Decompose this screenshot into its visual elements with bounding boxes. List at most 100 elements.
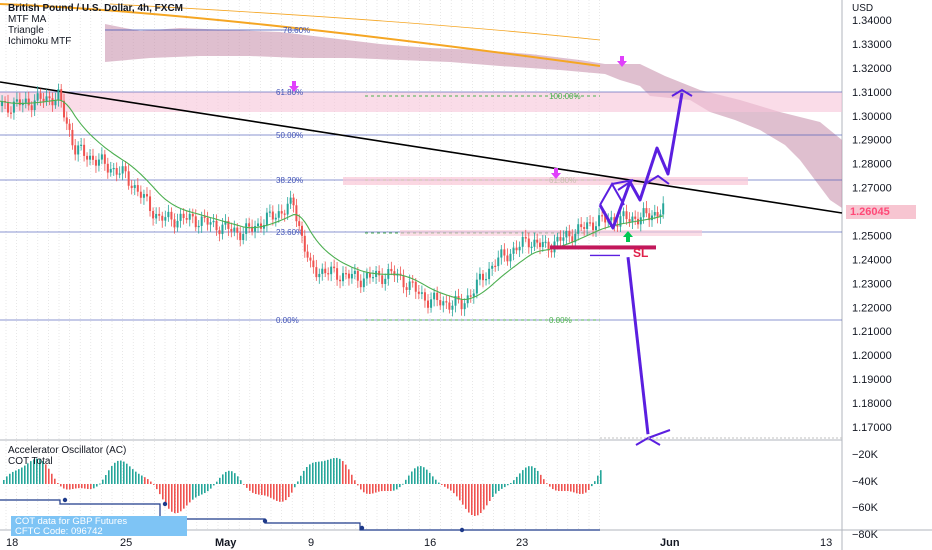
legend-indicator[interactable]: Triangle <box>8 25 44 36</box>
candle-body <box>544 241 547 243</box>
oscillator-bar <box>132 469 134 484</box>
oscillator-bar <box>558 484 560 492</box>
oscillator-bar <box>522 470 524 484</box>
oscillator-bar <box>324 460 326 484</box>
price-tick-label: 1.20000 <box>852 350 892 362</box>
oscillator-bar <box>300 475 302 484</box>
oscillator-bar <box>12 471 14 484</box>
oscillator-bar <box>102 479 104 484</box>
oscillator-bar <box>507 484 509 486</box>
oscillator-bar <box>108 470 110 484</box>
candle-body <box>268 211 271 213</box>
candle-body <box>12 101 15 113</box>
candle-body <box>547 241 550 251</box>
oscillator-bar <box>330 458 332 484</box>
candle-body <box>15 99 18 102</box>
oscillator-bar <box>123 461 125 484</box>
candle-body <box>57 89 60 100</box>
stop-loss-label: SL <box>633 246 649 260</box>
candle-body <box>145 194 148 197</box>
candle-body <box>327 273 330 275</box>
candle-body <box>209 222 212 225</box>
time-tick-label: 18 <box>6 537 18 549</box>
legend-indicator[interactable]: Ichimoku MTF <box>8 36 72 47</box>
candle-body <box>94 159 97 166</box>
oscillator-bar <box>411 471 413 484</box>
oscillator-bar <box>378 484 380 492</box>
fib-level-label: 50.00% <box>276 131 303 140</box>
oscillator-bar <box>471 484 473 516</box>
oscillator-bar <box>147 479 149 484</box>
oscillator-bar <box>408 475 410 484</box>
oscillator-bar <box>30 461 32 484</box>
candle-body <box>112 167 115 170</box>
candle-body <box>589 222 592 224</box>
candle-body <box>533 239 536 247</box>
fib-level-label: 38.20% <box>276 176 303 185</box>
candle-body <box>103 154 106 164</box>
currency-label: USD <box>852 3 874 14</box>
candle-body <box>33 100 36 111</box>
candle-body <box>521 236 524 247</box>
candle-body <box>622 211 625 217</box>
oscillator-title[interactable]: Accelerator Oscillator (AC) <box>8 445 127 456</box>
oscillator-bar <box>60 484 62 487</box>
ichimoku-cloud <box>105 24 842 208</box>
candle-body <box>448 302 451 310</box>
oscillator-bar <box>495 484 497 494</box>
candle-body <box>197 225 200 228</box>
oscillator-bar <box>66 484 68 490</box>
candle-body <box>353 270 356 274</box>
oscillator-bar <box>225 471 227 484</box>
candle-body <box>336 268 339 280</box>
candle-body <box>248 223 251 227</box>
fib-level-label: 0.00% <box>276 316 299 325</box>
candle-body <box>315 267 318 278</box>
candle-body <box>384 278 387 284</box>
candle-body <box>280 211 283 214</box>
oscillator-bar <box>531 466 533 484</box>
candle-body <box>142 194 145 198</box>
candle-body <box>550 250 553 253</box>
cot-point <box>162 501 168 507</box>
oscillator-bar <box>420 466 422 484</box>
legend-indicator[interactable]: MTF MA <box>8 14 47 25</box>
candle-body <box>161 215 164 221</box>
candle-body <box>506 255 509 262</box>
current-price-tag: 1.26045 <box>846 205 916 219</box>
candle-body <box>463 303 466 310</box>
signal-arrow-down <box>551 173 561 179</box>
candle-body <box>277 211 280 218</box>
oscillator-bar <box>504 484 506 488</box>
oscillator-bar <box>222 474 224 484</box>
oscillator-bar <box>375 484 377 493</box>
candle-body <box>595 226 597 231</box>
candle-body <box>527 238 530 248</box>
candle-body <box>97 159 100 166</box>
candle-body <box>227 220 230 229</box>
oscillator-bar <box>3 480 5 484</box>
oscillator-bar <box>168 484 170 509</box>
oscillator-bar <box>594 481 596 484</box>
oscillator-bar <box>279 484 281 502</box>
projection-wedge <box>611 179 634 191</box>
oscillator-bar <box>183 484 185 509</box>
oscillator-bar <box>36 458 38 484</box>
oscillator-bar <box>582 484 584 494</box>
candle-body <box>656 212 659 217</box>
oscillator-bar <box>81 484 83 489</box>
candle-body <box>350 273 353 279</box>
candle-body <box>503 249 506 256</box>
candle-body <box>60 89 63 101</box>
candle-body <box>408 281 411 290</box>
oscillator-bar <box>540 474 542 484</box>
oscillator-bar <box>486 484 488 506</box>
candle-body <box>344 273 347 275</box>
oscillator-bar <box>483 484 485 510</box>
cot-point <box>359 525 365 531</box>
oscillator-bar <box>237 476 239 484</box>
cot-title[interactable]: COT Total <box>8 456 53 467</box>
time-tick-label: 16 <box>424 537 436 549</box>
candle-body <box>86 155 89 160</box>
